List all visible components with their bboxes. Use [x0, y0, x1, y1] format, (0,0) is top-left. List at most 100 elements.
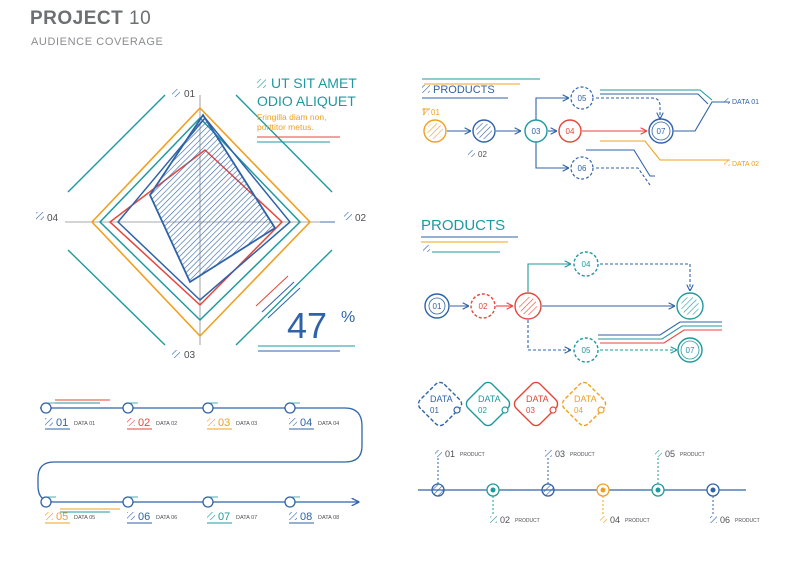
- product-label: PRODUCT: [460, 452, 485, 458]
- hatch-icon: [45, 418, 53, 426]
- timeline-node: [122, 496, 134, 508]
- flow1-node-06: 06: [578, 164, 587, 173]
- product-num: 05: [665, 449, 675, 459]
- hatch-icon: [724, 98, 730, 104]
- flow1-node-07: 07: [657, 127, 666, 136]
- product-label: PRODUCT: [625, 518, 650, 524]
- radar-heading-line1: UT SIT AMET: [271, 75, 357, 91]
- hatch-icon: [344, 212, 352, 220]
- products-flow-2: PRODUCTS 01 02 04 05 07: [421, 217, 722, 363]
- flow1-node-05: 05: [578, 94, 587, 103]
- product-marker: 04 PRODUCT: [596, 483, 650, 525]
- hatch-icon: [172, 350, 180, 358]
- flow1-node-01-label: 01: [431, 108, 440, 117]
- data-tag: DATA 04: [561, 381, 607, 427]
- hatch-icon: [207, 418, 215, 426]
- data-tag-dot: [597, 406, 605, 414]
- top-num: 02: [138, 417, 150, 429]
- product-num: 04: [610, 515, 620, 525]
- hatch-icon: [36, 212, 44, 220]
- data-tag-dot: [501, 406, 509, 414]
- hatch-icon: [545, 450, 552, 457]
- data-tag: DATA 03: [513, 381, 559, 427]
- hatch-icon: [724, 160, 730, 166]
- percent-deco-lines: [255, 275, 301, 319]
- flow1-node-03: 03: [532, 127, 541, 136]
- flow1-title: PRODUCTS: [433, 84, 495, 96]
- radar-axis-03: 03: [184, 350, 196, 361]
- top-label: DATA 02: [156, 421, 177, 427]
- title-number: 10: [129, 8, 152, 29]
- flow1-node-02-label: 02: [478, 150, 487, 159]
- data-tag: DATA 01: [417, 381, 463, 427]
- product-marker: 05 PRODUCT: [651, 449, 705, 497]
- product-marker: 06 PRODUCT: [706, 483, 760, 525]
- hatch-icon: [422, 108, 429, 115]
- data-tag-num: 03: [526, 406, 535, 415]
- data-tag-num: 02: [478, 406, 487, 415]
- percent-value: 47: [287, 305, 327, 346]
- timeline-node: [284, 402, 296, 414]
- radar-series-orange: [90, 106, 312, 338]
- product-num: 06: [720, 515, 730, 525]
- bottom-label: DATA 07: [236, 515, 257, 521]
- product-label: PRODUCT: [515, 518, 540, 524]
- product-marker: 01 PRODUCT: [431, 449, 485, 497]
- product-label: PRODUCT: [735, 518, 760, 524]
- timeline-node: [202, 402, 214, 414]
- data-tag-top: DATA: [574, 394, 597, 404]
- product-marker: 03 PRODUCT: [541, 449, 595, 497]
- radar-axis-01: 01: [184, 89, 196, 100]
- radar-axis-04: 04: [47, 213, 59, 224]
- data-tag-dot: [549, 406, 557, 414]
- hatch-icon: [655, 450, 662, 457]
- flow2-title: PRODUCTS: [421, 217, 505, 234]
- radar-hatched-area: [148, 113, 277, 284]
- bottom-label: DATA 08: [318, 515, 339, 521]
- percent-sign: %: [341, 309, 355, 326]
- left-timeline: 01 DATA 01 02 DATA 02 03 DATA 03 04 DATA 04 05 D…: [37, 399, 363, 524]
- top-num: 04: [300, 417, 312, 429]
- data-tag-num: 01: [430, 406, 439, 415]
- product-marker: 02 PRODUCT: [486, 483, 540, 525]
- hatch-icon: [710, 516, 717, 523]
- flow2-node-07: 07: [686, 346, 695, 355]
- hatch-icon: [600, 516, 607, 523]
- bottom-label: DATA 06: [156, 515, 177, 521]
- radar-heading-line2: ODIO ALIQUET: [257, 93, 356, 109]
- hatch-icon: [172, 89, 180, 97]
- radar-desc-line1: Fringilla diam non,: [257, 112, 326, 122]
- hatch-icon: [127, 418, 135, 426]
- timeline-node: [40, 402, 52, 414]
- products-flow-1: PRODUCTS 01 02 03: [422, 78, 759, 186]
- hatch-icon: [423, 245, 430, 252]
- data-tags: DATA 01 DATA 02 DATA 03 DATA 04: [417, 381, 607, 427]
- hatch-icon: [468, 150, 475, 157]
- product-num: 02: [500, 515, 510, 525]
- radar-desc-line2: porttitor metus.: [257, 122, 314, 132]
- radar-series-teal: [98, 116, 302, 322]
- hatch-icon: [257, 79, 266, 88]
- radar-series-blue: [116, 116, 292, 302]
- flow1-data1: DATA 01: [732, 99, 759, 106]
- top-label: DATA 01: [74, 421, 95, 427]
- right-timeline: 01 PRODUCT 02 PRODUCT 03 PRODUCT 04 PRODUCT 05 PR…: [418, 449, 760, 525]
- product-label: PRODUCT: [570, 452, 595, 458]
- radar-frame: [67, 94, 333, 346]
- top-num: 03: [218, 417, 230, 429]
- hatch-icon: [422, 85, 430, 93]
- top-label: DATA 04: [318, 421, 339, 427]
- hatch-icon: [289, 512, 297, 520]
- hatch-icon: [207, 512, 215, 520]
- page-subtitle: AUDIENCE COVERAGE: [31, 36, 164, 48]
- hatch-icon: [45, 512, 53, 520]
- flow2-node-04: 04: [582, 260, 591, 269]
- flow1-node-04: 04: [566, 127, 575, 136]
- title-bold: PROJECT: [30, 8, 124, 29]
- data-tag-dot: [453, 406, 461, 414]
- data-tag-num: 04: [574, 406, 583, 415]
- top-num: 01: [56, 417, 68, 429]
- flow1-data2: DATA 02: [732, 161, 759, 168]
- radar-axis-02: 02: [355, 213, 367, 224]
- bottom-num: 06: [138, 511, 150, 523]
